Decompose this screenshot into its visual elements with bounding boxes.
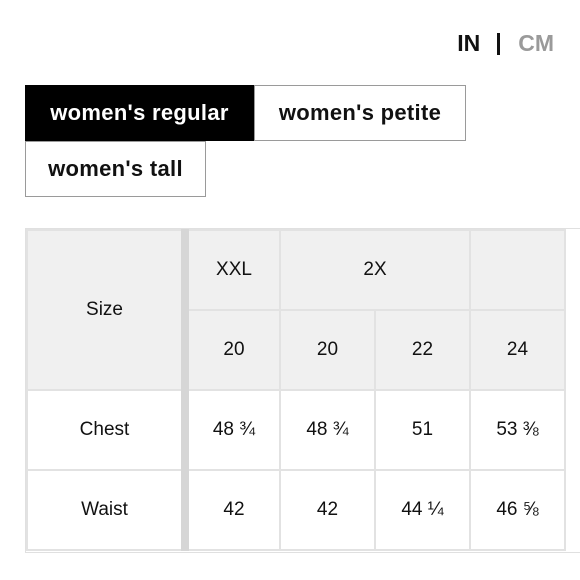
unit-toggle: IN CM: [457, 30, 554, 57]
chest-value: 48 ¾: [184, 389, 281, 471]
unit-in-option[interactable]: IN: [457, 30, 481, 56]
chest-value: 48 ¾: [279, 389, 376, 471]
table-row-chest: Chest 48 ¾ 48 ¾ 51 53 ⅜: [26, 389, 566, 471]
size-label-xxl: XXL: [184, 229, 281, 311]
size-number: 24: [469, 309, 566, 391]
unit-separator: [497, 32, 501, 55]
size-number: 20: [279, 309, 376, 391]
chest-value: 53 ⅜: [469, 389, 566, 471]
size-number: 22: [374, 309, 471, 391]
tab-womens-petite[interactable]: women's petite: [254, 85, 466, 141]
size-label-empty: [469, 229, 566, 311]
row-label-chest: Chest: [26, 389, 189, 471]
waist-value: 46 ⅝: [469, 469, 566, 551]
tab-womens-regular[interactable]: women's regular: [25, 85, 254, 141]
waist-value: 42: [279, 469, 376, 551]
row-label-waist: Waist: [26, 469, 189, 551]
table-row-waist: Waist 42 42 44 ¼ 46 ⅝: [26, 469, 566, 551]
chest-value: 51: [374, 389, 471, 471]
waist-value: 44 ¼: [374, 469, 471, 551]
tab-womens-tall[interactable]: women's tall: [25, 141, 206, 197]
size-label-2x: 2X: [279, 229, 471, 311]
size-header: Size: [26, 229, 189, 391]
waist-value: 42: [184, 469, 281, 551]
size-chart-table: Size XXL 2X 20 20 22 24 Chest 48 ¾ 48 ¾ …: [25, 228, 580, 553]
unit-cm-option[interactable]: CM: [518, 30, 554, 56]
size-number: 20: [184, 309, 281, 391]
